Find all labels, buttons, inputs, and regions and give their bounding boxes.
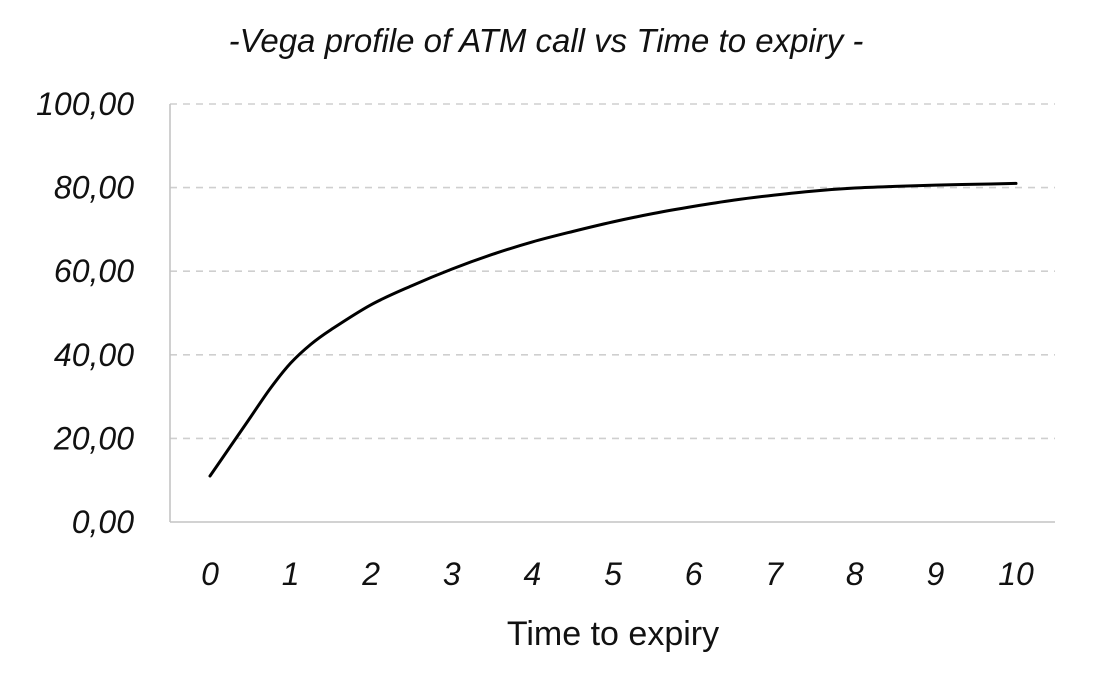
x-tick-label: 1 [282, 556, 300, 592]
x-tick-label: 10 [998, 556, 1034, 592]
y-tick-label: 100,00 [36, 86, 134, 122]
y-tick-label: 20,00 [53, 420, 134, 456]
x-tick-label: 6 [685, 556, 703, 592]
x-tick-labels: 0 1 2 3 4 5 6 7 8 9 10 [201, 556, 1034, 592]
series-lines [208, 181, 1018, 478]
x-tick-label: 5 [604, 556, 622, 592]
y-tick-label: 0,00 [72, 504, 134, 540]
y-tick-label: 40,00 [54, 337, 134, 373]
y-tick-label: 60,00 [54, 253, 134, 289]
chart-title: -Vega profile of ATM call vs Time to exp… [229, 22, 864, 59]
x-tick-label: 4 [524, 556, 542, 592]
x-tick-label: 7 [765, 556, 784, 592]
gridlines [170, 103, 1055, 440]
axes [169, 104, 1055, 523]
vega-series-line [208, 181, 1018, 478]
x-axis-label: Time to expiry [507, 615, 719, 653]
x-tick-label: 2 [361, 556, 380, 592]
x-tick-label: 3 [443, 556, 461, 592]
y-tick-labels: 0,00 20,00 40,00 60,00 80,00 100,00 [36, 86, 134, 540]
x-tick-label: 9 [927, 556, 945, 592]
y-tick-label: 80,00 [54, 170, 134, 206]
x-tick-label: 0 [201, 556, 219, 592]
x-tick-label: 8 [846, 556, 864, 592]
